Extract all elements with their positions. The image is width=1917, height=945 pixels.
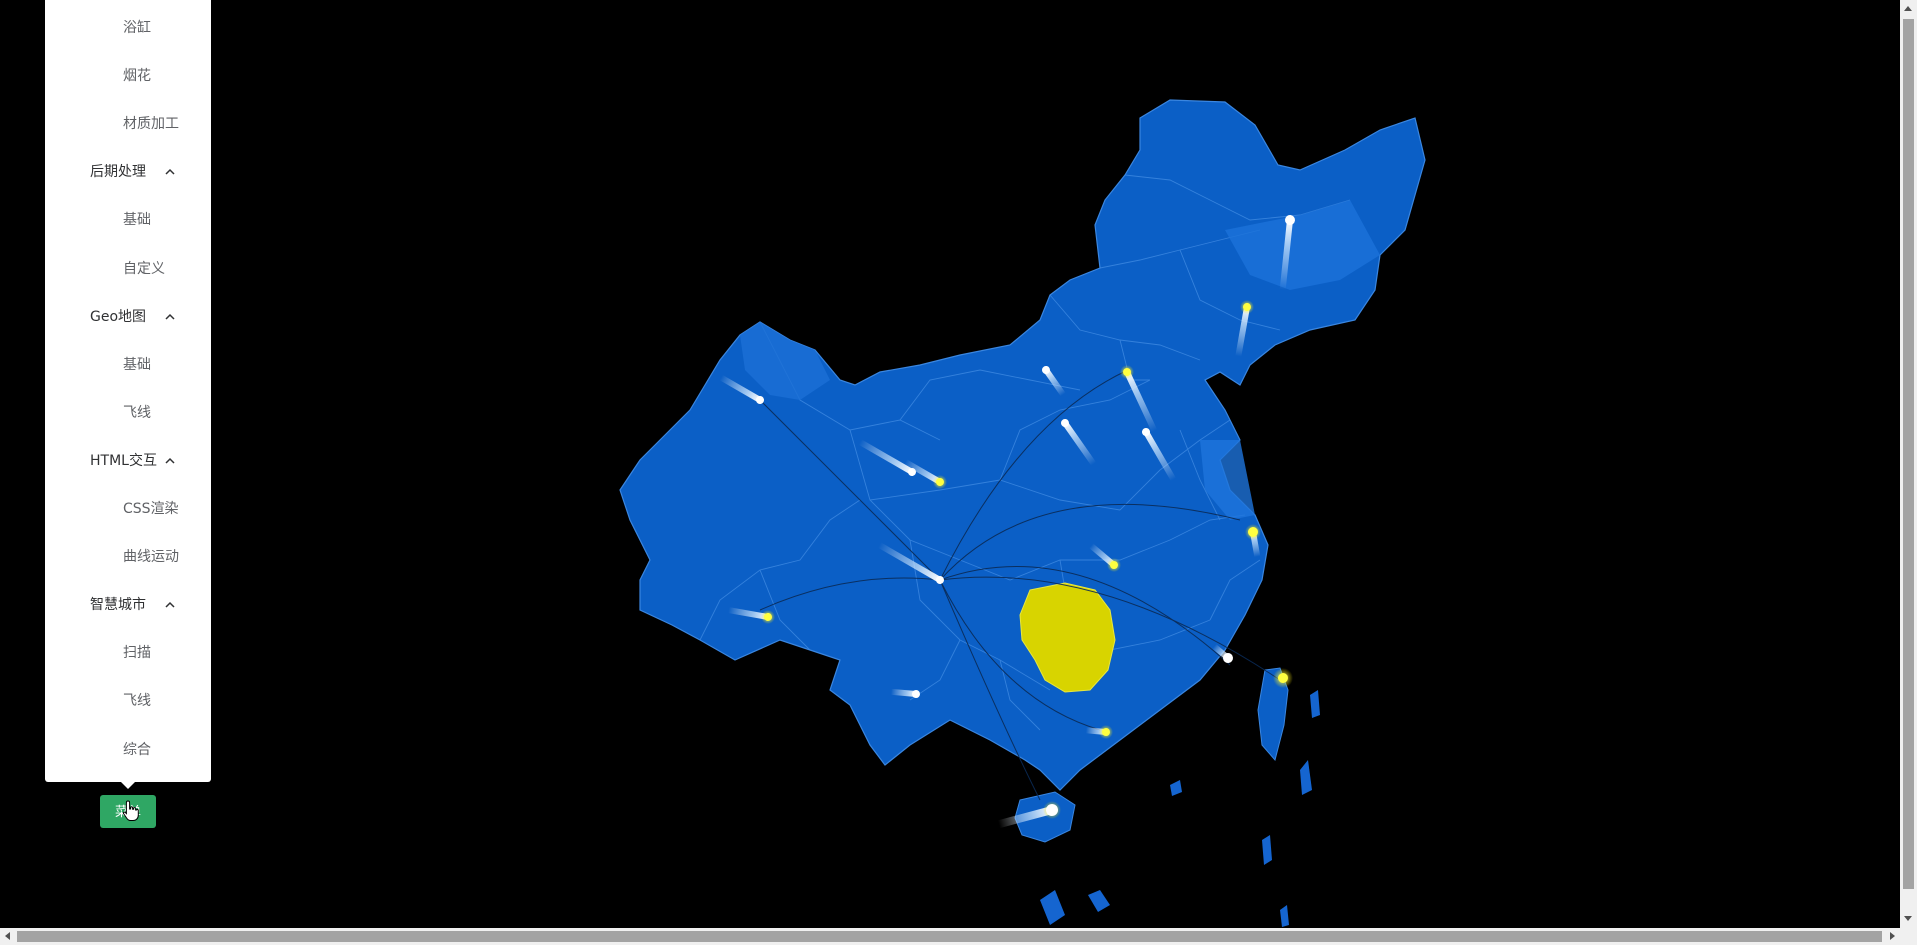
menu-item-label: 后期处理 xyxy=(90,164,146,181)
menu-item-1[interactable]: 烟花 xyxy=(45,52,211,100)
menu-item-7[interactable]: 基础 xyxy=(45,341,211,389)
chevron-up-icon xyxy=(165,602,175,608)
menu-item-label: 飞线 xyxy=(123,404,151,421)
menu-item-label: HTML交互 xyxy=(90,452,157,469)
menu-item-label: 烟花 xyxy=(123,68,151,85)
flying-meteors xyxy=(719,215,1295,829)
menu-item-label: 自定义 xyxy=(123,260,165,277)
menu-item-label: 材质加工 xyxy=(123,116,179,133)
menu-item-label: 曲线运动 xyxy=(123,549,179,566)
menu-item-label: Geo地图 xyxy=(90,308,147,325)
china-mainland-shape xyxy=(619,99,1426,791)
menu-item-14[interactable]: 飞线 xyxy=(45,677,211,725)
chevron-up-icon xyxy=(165,313,175,320)
map-canvas[interactable]: 浴缸 烟花 材质加工 后期处理 基础 自定义 Geo地图 基础 飞线 HTML交互 CSS渲染 曲线运… xyxy=(0,0,1900,928)
menu-group-9[interactable]: HTML交互 xyxy=(45,437,211,485)
horizontal-scroll-thumb[interactable] xyxy=(17,931,1882,942)
menu-item-13[interactable]: 扫描 xyxy=(45,629,211,677)
menu-item-label: 浴缸 xyxy=(123,20,151,36)
menu-group-12[interactable]: 智慧城市 xyxy=(45,581,211,629)
vertical-scroll-thumb[interactable] xyxy=(1903,19,1914,889)
menu-item-11[interactable]: 曲线运动 xyxy=(45,533,211,581)
menu-item-15[interactable]: 综合 xyxy=(45,726,211,774)
region-light-coast xyxy=(1200,440,1255,520)
vertical-scrollbar[interactable] xyxy=(1900,0,1917,928)
chevron-up-icon xyxy=(165,169,175,175)
menu-item-label: 智慧城市 xyxy=(90,597,146,614)
hand-cursor-icon xyxy=(122,800,139,821)
scroll-right-arrow-icon[interactable] xyxy=(1890,932,1895,940)
highlighted-province xyxy=(1019,582,1116,693)
scroll-up-arrow-icon[interactable] xyxy=(1904,6,1912,11)
menu-group-3[interactable]: 后期处理 xyxy=(45,148,211,196)
chevron-up-icon xyxy=(165,457,175,464)
china-map-3d xyxy=(619,99,1426,927)
scroll-down-arrow-icon[interactable] xyxy=(1904,916,1912,921)
province-borders xyxy=(699,174,1351,731)
menu-item-label: 综合 xyxy=(123,741,151,758)
menu-item-label: 扫描 xyxy=(123,645,151,662)
region-light-northeast xyxy=(1225,200,1380,290)
flight-curves xyxy=(754,369,1281,801)
region-light-west xyxy=(740,322,830,400)
menu-item-2[interactable]: 材质加工 xyxy=(45,100,211,148)
menu-item-label: 飞线 xyxy=(123,693,151,710)
menu-item-5[interactable]: 自定义 xyxy=(45,245,211,293)
menu-item-label: CSS渲染 xyxy=(123,501,179,517)
menu-item-4[interactable]: 基础 xyxy=(45,196,211,244)
scroll-left-arrow-icon[interactable] xyxy=(5,932,10,940)
south-sea-islands xyxy=(1040,690,1320,927)
menu-group-6[interactable]: Geo地图 xyxy=(45,293,211,341)
menu-item-10[interactable]: CSS渲染 xyxy=(45,485,211,533)
menu-item-8[interactable]: 飞线 xyxy=(45,389,211,437)
menu-item-0[interactable]: 浴缸 xyxy=(45,4,211,52)
horizontal-scrollbar[interactable] xyxy=(0,928,1917,945)
menu-item-label: 基础 xyxy=(123,212,151,229)
demo-menu-panel: 浴缸 烟花 材质加工 后期处理 基础 自定义 Geo地图 基础 飞线 HTML交互 CSS渲染 曲线运… xyxy=(45,0,211,789)
menu-item-label: 基础 xyxy=(123,356,151,373)
